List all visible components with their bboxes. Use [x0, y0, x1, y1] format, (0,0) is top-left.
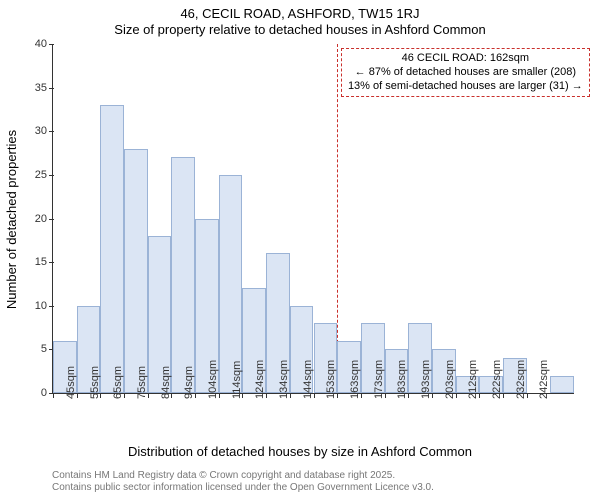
y-tick: 40	[35, 38, 53, 50]
annotation-line-3: 13% of semi-detached houses are larger (…	[348, 80, 583, 94]
x-tick-mark	[100, 393, 101, 398]
annotation-line-1: 46 CECIL ROAD: 162sqm	[348, 52, 583, 66]
x-tick-mark	[242, 393, 243, 398]
x-tick-label: 114sqm	[231, 361, 243, 399]
x-tick-label: 65sqm	[112, 366, 124, 399]
y-axis-label-container: Number of detached properties	[4, 44, 20, 394]
x-tick-label: 124sqm	[254, 360, 266, 399]
chart-title-subtitle: Size of property relative to detached ho…	[0, 22, 600, 37]
x-tick-mark	[266, 393, 267, 398]
x-tick-mark	[503, 393, 504, 398]
x-tick-mark	[124, 393, 125, 398]
plot-area: 46 CECIL ROAD: 162sqm ← 87% of detached …	[52, 44, 574, 394]
y-tick: 35	[35, 82, 53, 94]
x-tick-label: 144sqm	[302, 360, 314, 399]
chart-title-address: 46, CECIL ROAD, ASHFORD, TW15 1RJ	[0, 6, 600, 21]
x-tick-mark	[148, 393, 149, 398]
x-tick-label: 242sqm	[538, 360, 550, 399]
x-tick-label: 193sqm	[420, 360, 432, 399]
x-tick-label: 222sqm	[491, 360, 503, 399]
y-tick: 10	[35, 300, 53, 312]
histogram-bar	[124, 149, 148, 393]
x-tick-mark	[290, 393, 291, 398]
x-tick-label: 183sqm	[396, 360, 408, 399]
x-tick-label: 55sqm	[89, 366, 101, 399]
x-tick-label: 84sqm	[160, 366, 172, 399]
x-tick-label: 153sqm	[325, 360, 337, 399]
x-axis-label: Distribution of detached houses by size …	[0, 444, 600, 459]
y-tick: 20	[35, 213, 53, 225]
x-tick-label: 212sqm	[467, 360, 479, 399]
x-tick-label: 94sqm	[183, 366, 195, 399]
y-tick: 5	[41, 343, 53, 355]
x-tick-mark	[385, 393, 386, 398]
x-tick-mark	[314, 393, 315, 398]
x-tick-label: 203sqm	[444, 360, 456, 399]
x-tick-mark	[337, 393, 338, 398]
y-axis-label: Number of detached properties	[5, 129, 20, 308]
histogram-bar	[100, 105, 124, 393]
x-tick-mark	[527, 393, 528, 398]
x-tick-mark	[432, 393, 433, 398]
y-tick: 25	[35, 169, 53, 181]
x-tick-label: 45sqm	[65, 366, 77, 399]
x-tick-mark	[479, 393, 480, 398]
x-tick-mark	[219, 393, 220, 398]
x-tick-label: 163sqm	[349, 360, 361, 399]
y-tick: 15	[35, 256, 53, 268]
footer-line-1: Contains HM Land Registry data © Crown c…	[52, 470, 434, 482]
x-tick-mark	[361, 393, 362, 398]
footer-line-2: Contains public sector information licen…	[52, 482, 434, 494]
x-tick-mark	[456, 393, 457, 398]
footer-attribution: Contains HM Land Registry data © Crown c…	[52, 470, 434, 494]
histogram-bar	[550, 376, 574, 393]
x-tick-label: 75sqm	[136, 366, 148, 399]
x-tick-mark	[171, 393, 172, 398]
x-tick-label: 134sqm	[278, 360, 290, 399]
annotation-box: 46 CECIL ROAD: 162sqm ← 87% of detached …	[341, 48, 590, 97]
x-tick-mark	[408, 393, 409, 398]
y-tick: 0	[41, 387, 53, 399]
x-tick-mark	[195, 393, 196, 398]
x-tick-label: 104sqm	[207, 360, 219, 399]
x-tick-mark	[53, 393, 54, 398]
x-tick-mark	[77, 393, 78, 398]
histogram-bar	[171, 157, 195, 393]
y-tick: 30	[35, 125, 53, 137]
x-tick-label: 232sqm	[515, 360, 527, 399]
x-tick-label: 173sqm	[373, 360, 385, 399]
annotation-line-2: ← 87% of detached houses are smaller (20…	[348, 66, 583, 80]
